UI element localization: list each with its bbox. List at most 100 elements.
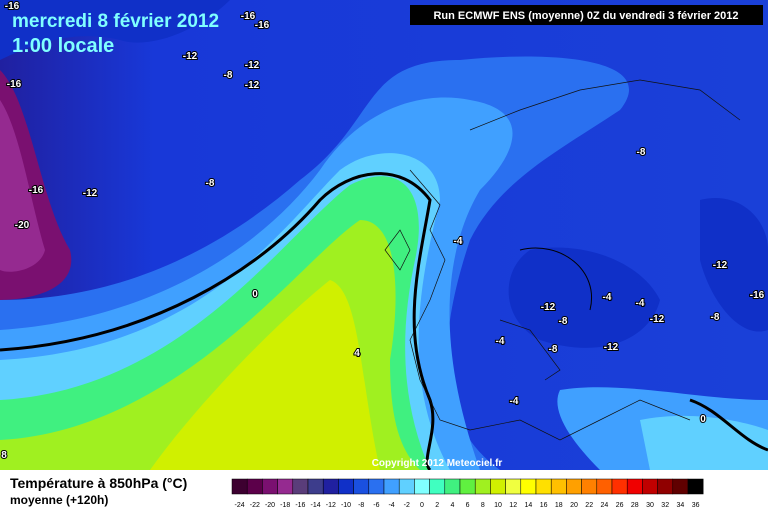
- contour-label: -12: [245, 80, 260, 91]
- copyright: Copyright 2012 Meteociel.fr: [372, 458, 503, 469]
- contour-label: -16: [5, 1, 20, 12]
- run-banner: [410, 5, 763, 25]
- contour-label: -16: [750, 290, 765, 301]
- colorbar-label: -10: [341, 502, 351, 509]
- colorbar-label: 36: [692, 502, 700, 509]
- colorbar-swatch: [474, 478, 491, 495]
- colorbar-label: 28: [631, 502, 639, 509]
- contour-label: -4: [496, 336, 505, 347]
- contour-label: -20: [15, 220, 30, 231]
- colorbar-swatch: [429, 478, 446, 495]
- colorbar-label: 34: [677, 502, 685, 509]
- colorbar-swatch: [444, 478, 461, 495]
- contour-label: -12: [245, 60, 260, 71]
- colorbar-label: -6: [373, 502, 379, 509]
- colorbar-label: -22: [250, 502, 260, 509]
- contour-label: -8: [711, 312, 720, 323]
- contour-label: -8: [224, 70, 233, 81]
- colorbar-label: -16: [295, 502, 305, 509]
- contour-label: -16: [29, 185, 44, 196]
- contour-label: -12: [650, 314, 665, 325]
- colorbar-swatch: [338, 478, 354, 495]
- contour-label: -8: [559, 316, 568, 327]
- colorbar: -24 -22 -20 -18 -16 -14 -12 -10 -8 -6 -4 -2 0 2 4 6 8 10 1…: [231, 478, 704, 509]
- colorbar-swatch: [550, 478, 567, 495]
- colorbar-label: -24: [235, 502, 245, 509]
- colorbar-swatch: [322, 478, 339, 495]
- colorbar-swatch: [307, 478, 324, 495]
- colorbar-swatch: [459, 478, 476, 495]
- colorbar-swatch: [277, 478, 294, 495]
- colorbar-swatch: [490, 478, 506, 495]
- colorbar-swatch: [535, 478, 552, 495]
- colorbar-label: 20: [570, 502, 578, 509]
- contour-label: -16: [7, 79, 22, 90]
- colorbar-swatch: [520, 478, 537, 495]
- colorbar-label: 2: [435, 502, 439, 509]
- colorbar-swatch: [581, 478, 598, 495]
- colorbar-swatch: [353, 478, 370, 495]
- map-title: mercredi 8 février 2012: [12, 11, 219, 32]
- colorbar-swatch: [414, 478, 430, 495]
- contour-label: -12: [183, 51, 198, 62]
- contour-label: -8: [637, 147, 646, 158]
- colorbar-label: 22: [585, 502, 593, 509]
- contour-label: -12: [83, 188, 98, 199]
- colorbar-swatch: [505, 478, 522, 495]
- map-time: 1:00 locale: [12, 35, 114, 57]
- contours: [0, 172, 768, 472]
- colorbar-swatch: [596, 478, 613, 495]
- contour-label: -12: [713, 260, 728, 271]
- colorbar-swatch: [642, 478, 658, 495]
- contour-label: -4: [454, 236, 463, 247]
- colorbar-swatch: [626, 478, 643, 495]
- contour-label: -16: [241, 11, 256, 22]
- colorbar-swatch: [687, 478, 704, 495]
- colorbar-label: 12: [509, 502, 517, 509]
- colorbar-swatch: [368, 478, 385, 495]
- colorbar-label: 10: [494, 502, 502, 509]
- colorbar-label: 26: [616, 502, 624, 509]
- contour-labels: -16-16-16-12-8-12-12-16-16 -12-8-2004-4-8…: [0, 0, 765, 462]
- legend-subtitle: moyenne (+120h): [10, 493, 108, 507]
- colorbar-label: -4: [388, 502, 394, 509]
- contour-label: -8: [206, 178, 215, 189]
- contour-label: -12: [604, 342, 619, 353]
- contour-label: 8: [1, 450, 7, 461]
- colorbar-swatch: [231, 478, 248, 495]
- colorbar-label: 30: [646, 502, 654, 509]
- coastlines: [384, 79, 741, 441]
- contour-label: -4: [636, 298, 645, 309]
- colorbar-label: 4: [450, 502, 454, 509]
- colorbar-label: 6: [466, 502, 470, 509]
- colorbar-swatch: [611, 478, 628, 495]
- colorbar-swatch: [262, 478, 278, 495]
- contour-label: -12: [541, 302, 556, 313]
- colorbar-swatch: [566, 478, 582, 495]
- colorbar-swatch: [292, 478, 309, 495]
- contour-label: 0: [700, 414, 706, 425]
- run-info: Run ECMWF ENS (moyenne) 0Z du vendredi 3…: [433, 10, 738, 22]
- contour-label: 4: [354, 348, 360, 359]
- contour-label: -4: [603, 292, 612, 303]
- temperature-fields: [0, 0, 768, 470]
- contour-label: -8: [549, 344, 558, 355]
- colorbar-swatch: [657, 478, 674, 495]
- contour-label: -4: [510, 396, 519, 407]
- colorbar-label: -20: [265, 502, 275, 509]
- colorbar-swatch: [383, 478, 400, 495]
- colorbar-label: 18: [555, 502, 563, 509]
- colorbar-label: -18: [280, 502, 290, 509]
- colorbar-label: 0: [420, 502, 424, 509]
- colorbar-label: -12: [326, 502, 336, 509]
- colorbar-label: 32: [661, 502, 669, 509]
- contour-label: -16: [255, 20, 270, 31]
- colorbar-swatch: [398, 478, 415, 495]
- colorbar-label: 8: [481, 502, 485, 509]
- colorbar-label: -8: [358, 502, 364, 509]
- colorbar-label: 16: [540, 502, 548, 509]
- colorbar-label: -2: [404, 502, 410, 509]
- colorbar-label: 14: [525, 502, 533, 509]
- colorbar-swatch: [672, 478, 689, 495]
